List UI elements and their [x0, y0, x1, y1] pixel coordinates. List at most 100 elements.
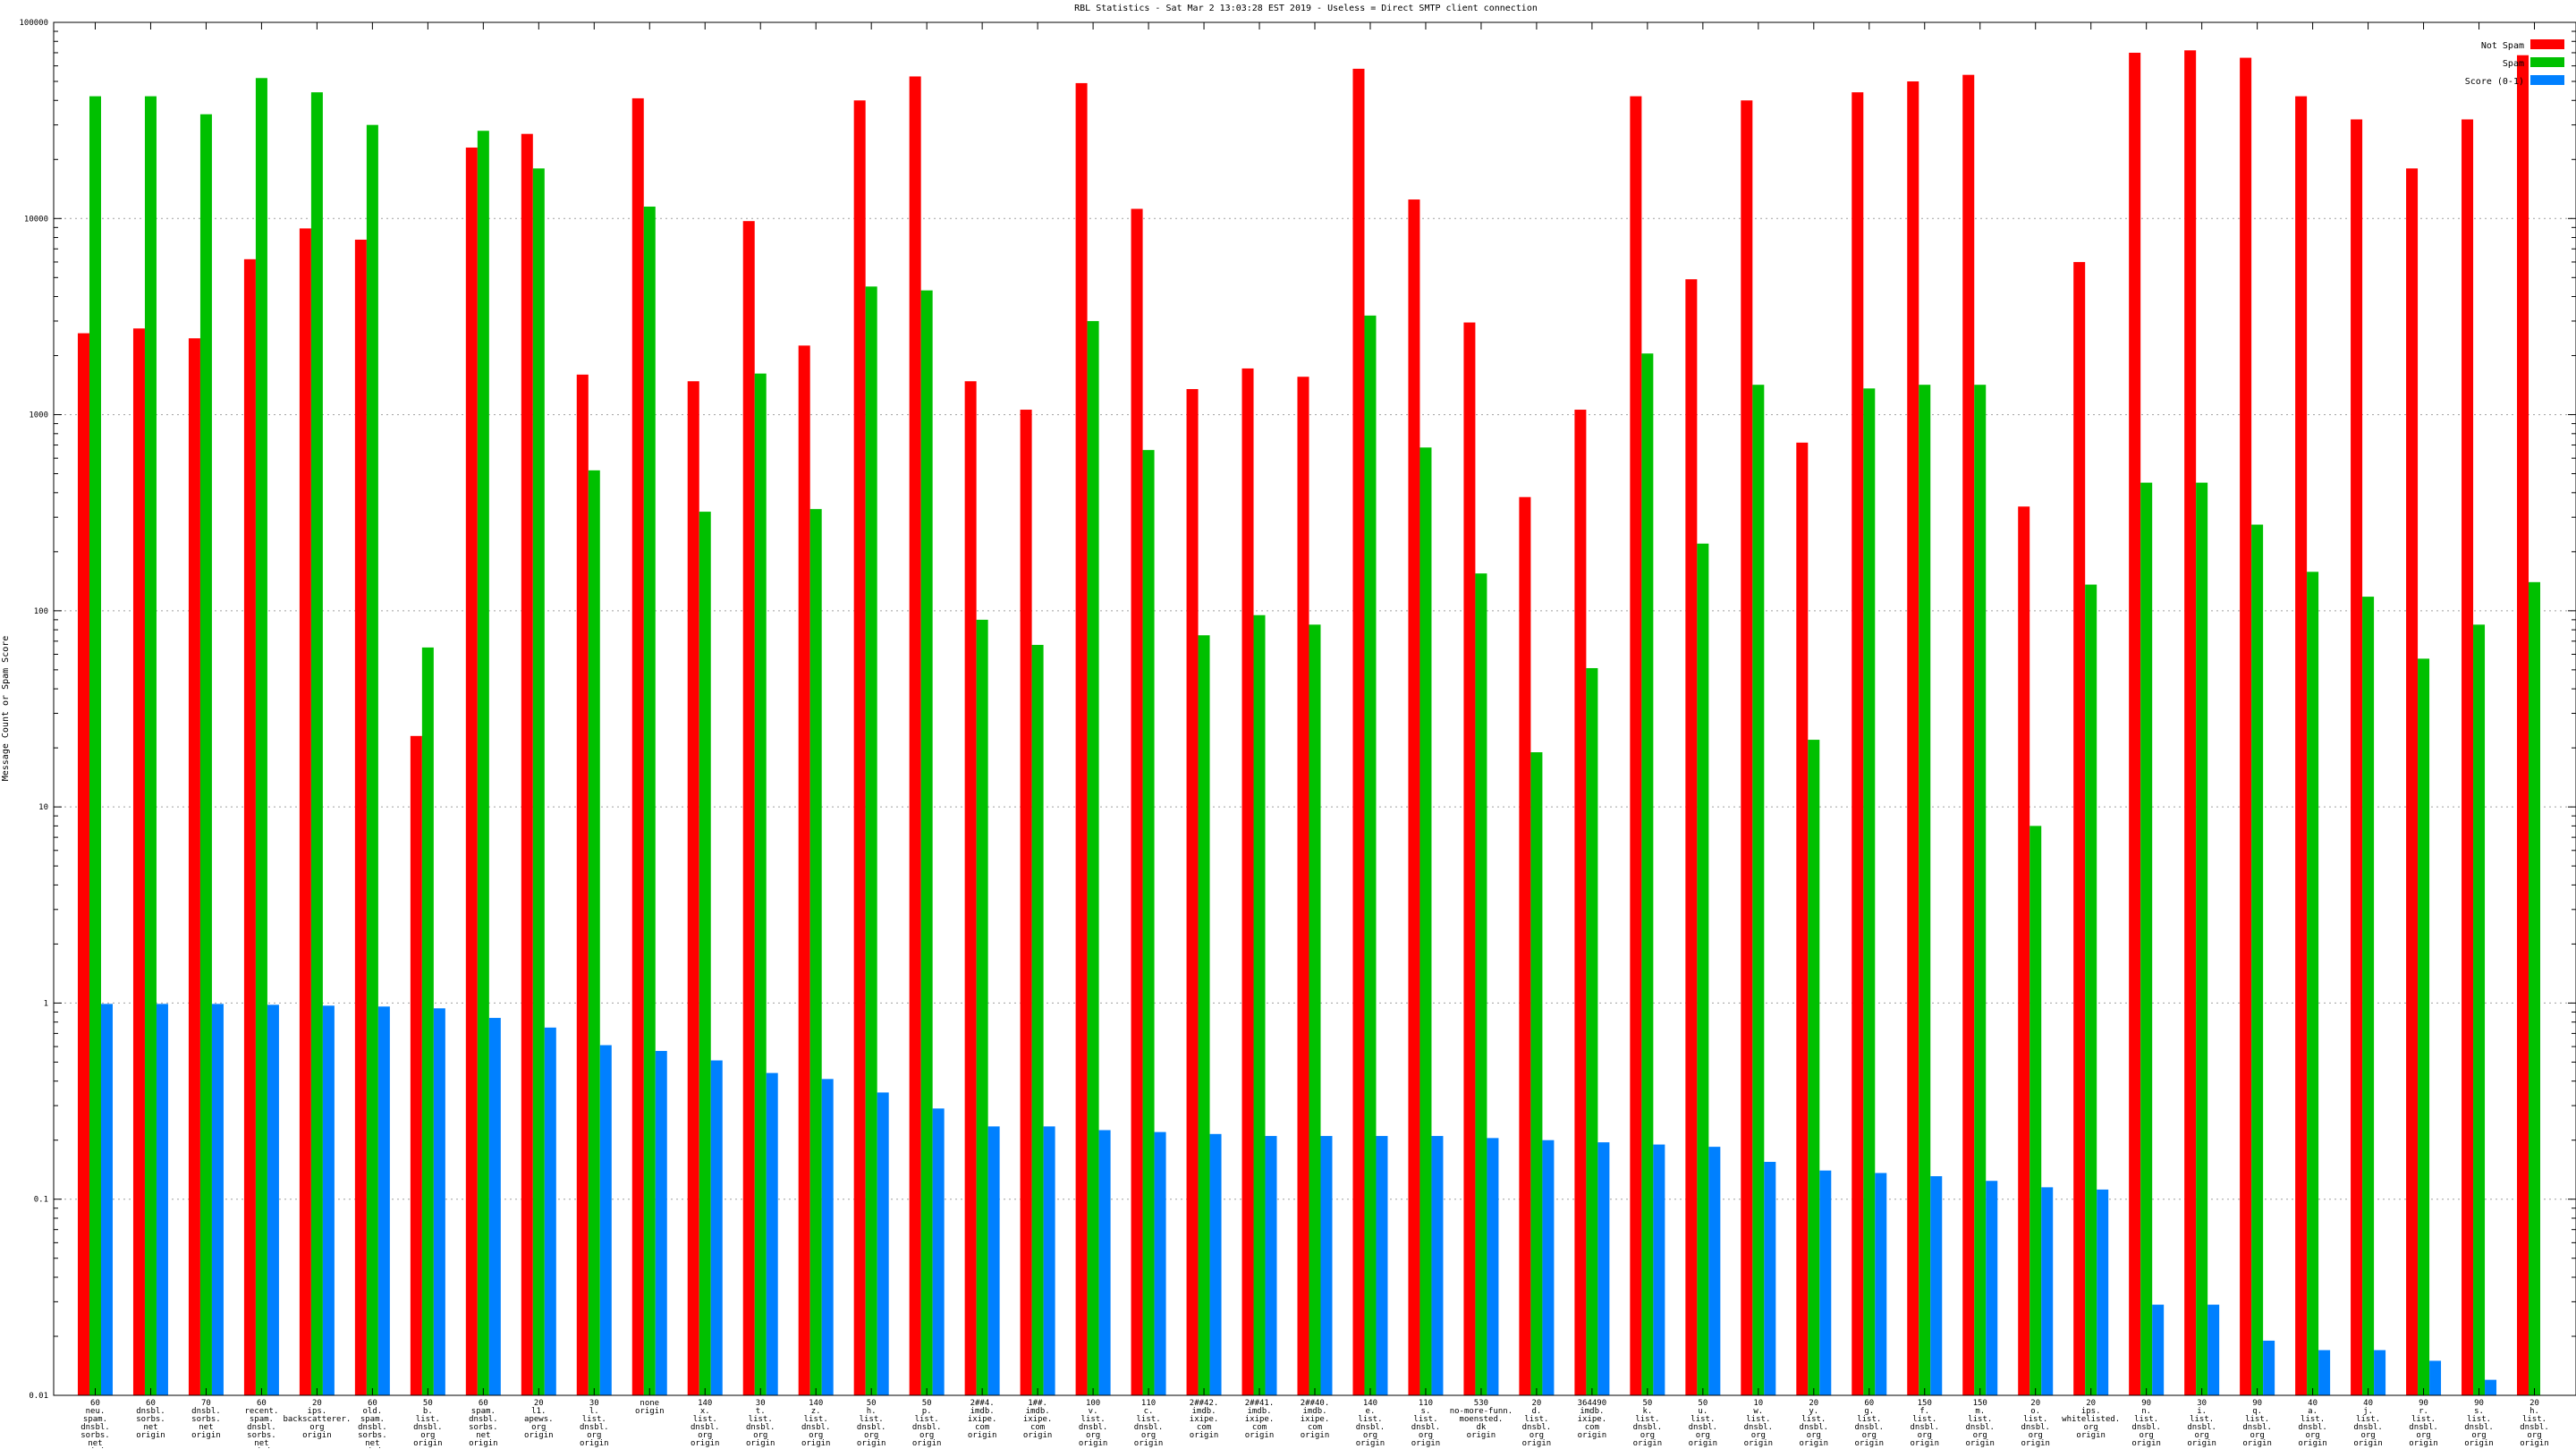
bar-not-spam — [1796, 442, 1809, 1395]
bar-spam — [310, 92, 323, 1395]
x-category-label-line: org — [2140, 1431, 2154, 1440]
x-category-label-line: com — [1197, 1423, 1211, 1432]
x-category-label-line: org — [2305, 1431, 2319, 1440]
bar-spam — [699, 512, 711, 1395]
x-category-label-line: ixipe. — [1190, 1415, 1219, 1424]
x-category-label-line: org — [1807, 1431, 1821, 1440]
x-category-label-line: 2##40. — [1301, 1399, 1330, 1408]
bar-not-spam — [798, 345, 810, 1396]
x-category-label: 20 y. list. dnsbl. org origin — [1800, 1399, 1829, 1448]
bar-not-spam — [1020, 410, 1032, 1395]
bar-not-spam — [1075, 82, 1088, 1396]
x-category-label-line: origin — [1911, 1439, 1940, 1448]
x-category-label-line: o. — [2030, 1407, 2040, 1416]
x-category-label-line: 50 — [922, 1399, 932, 1408]
x-category-label-line: spam. — [250, 1415, 274, 1424]
x-category-label-line: list. — [2134, 1415, 2158, 1424]
x-category-label-line: origin — [1190, 1431, 1219, 1440]
y-axis-label: Message Count or Spam Score — [1, 636, 11, 782]
x-category-label-line: 140 — [698, 1399, 712, 1408]
bar-score-0-1 — [2429, 1360, 2442, 1395]
x-category-label-line: imdb. — [1580, 1407, 1604, 1416]
bar-score-0-1 — [1265, 1136, 1277, 1395]
x-category-label-line: list. — [1968, 1415, 1992, 1424]
x-category-label-line: 20 — [534, 1399, 544, 1408]
x-category-label-line: origin — [524, 1431, 554, 1440]
x-category-label-line: 2##41. — [1245, 1399, 1275, 1408]
bar-score-0-1 — [2097, 1189, 2109, 1395]
x-category-label: 1##. imdb. ixipe. com origin — [1023, 1399, 1053, 1440]
x-category-label-line: 90 — [2252, 1399, 2262, 1408]
x-category-label-line: 50 — [1642, 1399, 1652, 1408]
x-category-label-line: dnsbl. — [247, 1423, 276, 1432]
x-category-label-line: list. — [416, 1415, 440, 1424]
x-category-label-line: dnsbl. — [469, 1415, 498, 1424]
x-category-label-line: z. — [811, 1407, 821, 1416]
bar-spam — [920, 290, 933, 1395]
x-category-label-line: 90 — [2419, 1399, 2428, 1408]
x-category-label-line: origin — [1356, 1439, 1385, 1448]
x-category-label-line: dnsbl. — [801, 1423, 831, 1432]
bar-spam — [1697, 543, 1709, 1395]
bar-score-0-1 — [1597, 1142, 1610, 1395]
bar-not-spam — [1297, 377, 1309, 1396]
bar-score-0-1 — [211, 1004, 224, 1395]
x-category-label-line: n. — [2141, 1407, 2151, 1416]
bar-score-0-1 — [877, 1092, 889, 1395]
x-category-label-line: dnsbl. — [2242, 1423, 2272, 1432]
x-category-label-line: 10 — [1753, 1399, 1763, 1408]
y-tick-label: 10000 — [24, 215, 48, 224]
x-category-label-line: spam. — [471, 1407, 496, 1416]
bar-score-0-1 — [433, 1008, 445, 1395]
bar-not-spam — [2517, 55, 2529, 1396]
bar-score-0-1 — [1930, 1175, 1943, 1395]
bar-score-0-1 — [655, 1050, 667, 1395]
x-category-label: 50 b. list. dnsbl. org origin — [413, 1399, 443, 1448]
y-tick-label: 100000 — [19, 19, 48, 28]
bar-not-spam — [2240, 57, 2252, 1396]
bar-spam — [1586, 667, 1598, 1395]
x-category-label: 60 dnsbl. sorbs. net origin — [136, 1399, 165, 1440]
x-category-label: 90 r. list. dnsbl. org origin — [2409, 1399, 2438, 1448]
bar-score-0-1 — [267, 1004, 279, 1395]
x-category-label-line: origin — [2464, 1439, 2494, 1448]
bar-not-spam — [132, 328, 145, 1395]
x-category-label-line: list. — [1358, 1415, 1382, 1424]
x-category-label: 40 j. list. dnsbl. org origin — [2353, 1399, 2383, 1448]
bar-score-0-1 — [2152, 1304, 2165, 1395]
x-category-label-line: org — [2250, 1431, 2264, 1440]
x-category-label-line: origin — [136, 1431, 165, 1440]
x-category-label-line: list. — [1801, 1415, 1826, 1424]
x-category-label-line: 110 — [1419, 1399, 1433, 1408]
bar-spam — [1974, 385, 1987, 1395]
x-category-label: 2##41. imdb. ixipe. com origin — [1245, 1399, 1275, 1440]
bar-not-spam — [188, 338, 200, 1395]
bar-spam — [1530, 752, 1543, 1395]
legend-swatch — [2530, 75, 2564, 85]
bar-not-spam — [354, 239, 367, 1396]
bar-score-0-1 — [1653, 1144, 1665, 1395]
x-category-label-line: y. — [1809, 1407, 1818, 1416]
x-category-label: 20 h. list. dnsbl. org origin — [2520, 1399, 2549, 1448]
x-category-label-line: neu. — [86, 1407, 106, 1416]
bar-spam — [1031, 644, 1044, 1395]
x-category-label-line: origin — [413, 1439, 443, 1448]
x-category-label-line: r. — [2419, 1407, 2428, 1416]
x-category-label-line: origin — [857, 1439, 886, 1448]
x-category-label-line: list. — [2411, 1415, 2436, 1424]
x-category-label-line: s. — [1421, 1407, 1431, 1416]
x-category-label-line: origin — [580, 1439, 609, 1448]
bar-spam — [1863, 388, 1876, 1396]
x-category-label-line: dnsbl. — [2131, 1423, 2161, 1432]
x-category-label: 90 n. list. dnsbl. org origin — [2131, 1399, 2161, 1448]
x-category-label-line: com — [1308, 1423, 1322, 1432]
x-category-label-line: org — [1086, 1431, 1100, 1440]
bar-spam — [976, 619, 988, 1395]
x-category-label-line: x. — [700, 1407, 710, 1416]
x-category-label-line: org — [919, 1431, 934, 1440]
x-category-label-line: 20 — [1531, 1399, 1541, 1408]
bar-spam — [809, 509, 822, 1395]
bar-spam — [1309, 624, 1321, 1395]
x-category-label-line: origin — [1467, 1431, 1496, 1440]
